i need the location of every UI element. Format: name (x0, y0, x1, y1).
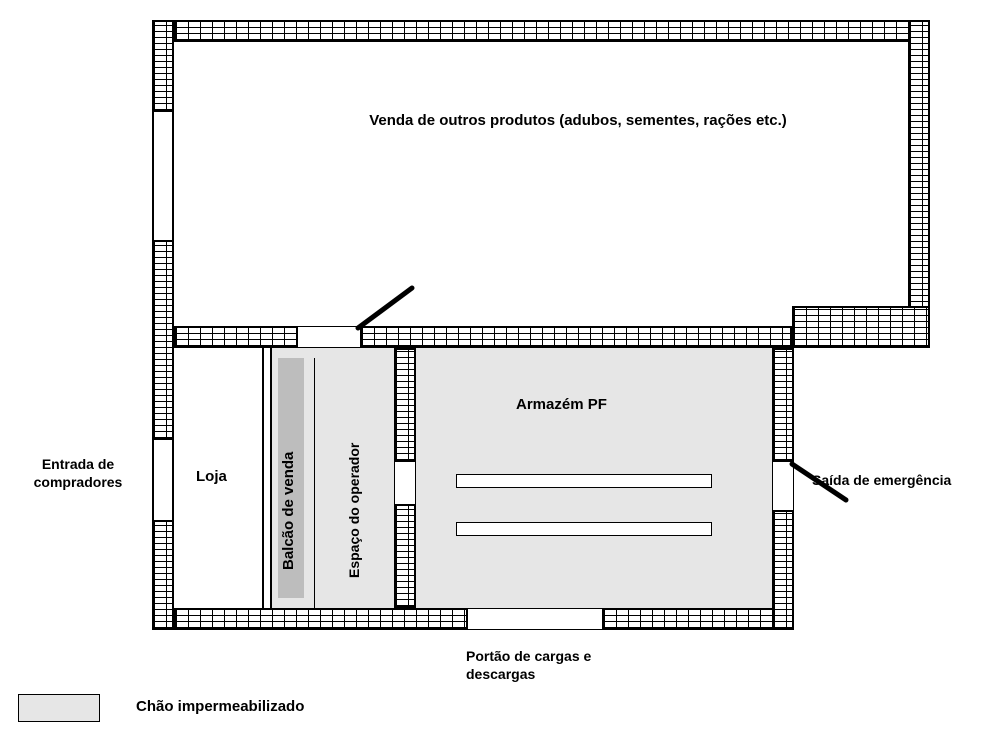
door-mid-frame (394, 462, 416, 504)
legend-label: Chão impermeabilizado (136, 698, 304, 715)
legend-swatch (18, 694, 100, 722)
label-saida: Saída de emergência (812, 472, 951, 488)
label-espaco: Espaço do operador (346, 388, 362, 578)
door-right-frame (772, 462, 794, 510)
partition-loja (262, 348, 272, 608)
wall-left-seg3 (152, 520, 174, 630)
wall-left-seg2 (152, 240, 174, 440)
door-top-frame (298, 326, 360, 348)
wall-right-outer (908, 20, 930, 328)
label-armazem: Armazém PF (516, 396, 607, 413)
shelf-2 (456, 522, 712, 536)
wall-top (174, 20, 930, 42)
wall-bottom-left (174, 608, 468, 630)
gap-left-top-lines (152, 112, 174, 240)
line-espaco-left (314, 358, 315, 608)
label-top-area: Venda de outros produtos (adubos, sement… (258, 112, 898, 129)
partition-mid-top (394, 348, 416, 462)
label-portao: Portão de cargas e descargas (466, 648, 646, 683)
label-loja: Loja (196, 468, 227, 485)
shelf-1 (456, 474, 712, 488)
wall-inner-right-bottom (772, 510, 794, 630)
wall-bottom-right (602, 608, 792, 630)
gate-frame (468, 608, 602, 630)
wall-mid-right (360, 326, 792, 348)
partition-mid-bottom (394, 504, 416, 608)
wall-right-block (792, 306, 930, 348)
label-entrance: Entrada de compradores (12, 456, 144, 491)
wall-mid-left (174, 326, 298, 348)
gap-left-entrance-lines (152, 440, 174, 520)
wall-inner-right-top (772, 348, 794, 462)
wall-left-seg1 (152, 20, 174, 112)
label-balcao: Balcão de venda (280, 400, 297, 570)
